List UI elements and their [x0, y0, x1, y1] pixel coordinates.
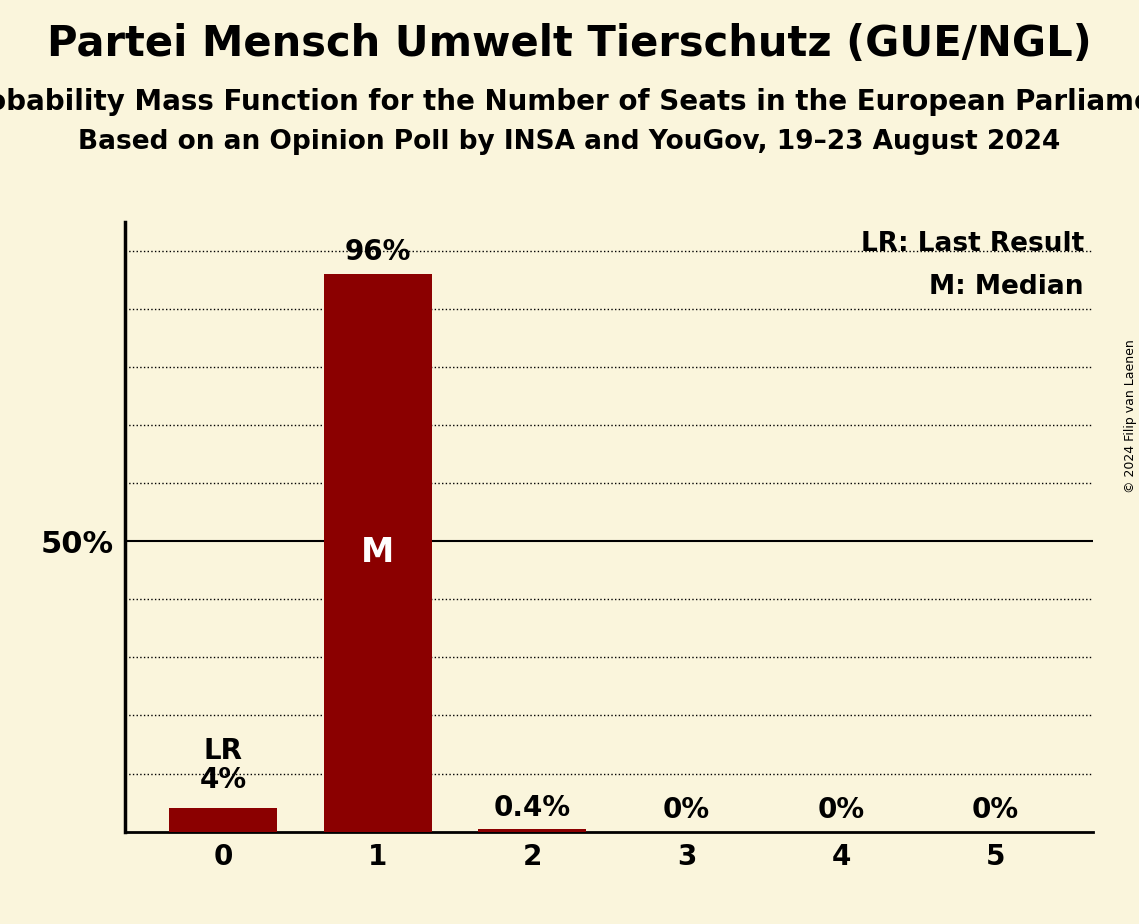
Bar [478, 829, 587, 832]
Text: 4%: 4% [199, 766, 247, 794]
Text: 0%: 0% [818, 796, 865, 824]
Bar [323, 274, 432, 832]
Text: Partei Mensch Umwelt Tierschutz (GUE/NGL): Partei Mensch Umwelt Tierschutz (GUE/NGL… [47, 23, 1092, 65]
Text: M: M [361, 536, 394, 569]
Text: LR: Last Result: LR: Last Result [860, 231, 1084, 257]
Text: © 2024 Filip van Laenen: © 2024 Filip van Laenen [1124, 339, 1137, 492]
Bar [170, 808, 278, 832]
Text: Based on an Opinion Poll by INSA and YouGov, 19–23 August 2024: Based on an Opinion Poll by INSA and You… [79, 129, 1060, 155]
Text: LR: LR [204, 736, 243, 765]
Text: 0.4%: 0.4% [493, 794, 571, 821]
Text: M: Median: M: Median [929, 274, 1084, 299]
Text: 0%: 0% [972, 796, 1019, 824]
Text: Probability Mass Function for the Number of Seats in the European Parliament: Probability Mass Function for the Number… [0, 88, 1139, 116]
Text: 0%: 0% [663, 796, 710, 824]
Text: 96%: 96% [345, 238, 411, 266]
